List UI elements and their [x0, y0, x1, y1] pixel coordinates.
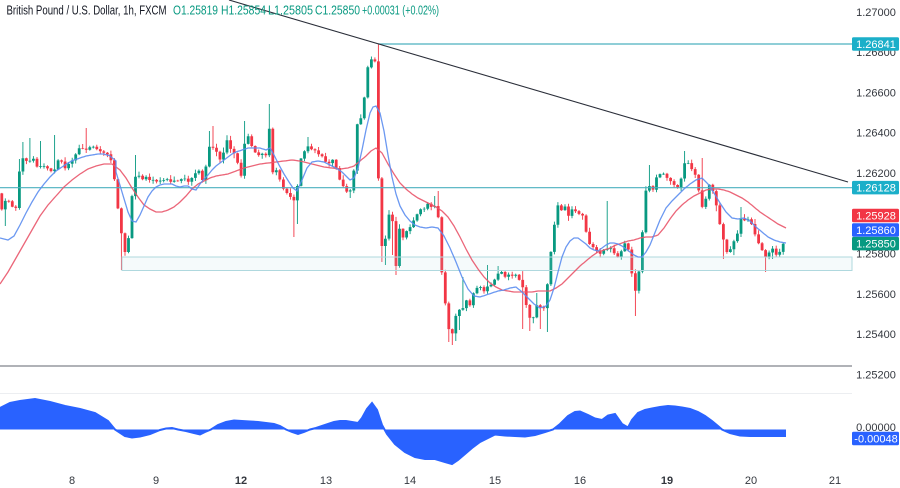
svg-text:1.26200: 1.26200 — [856, 168, 896, 180]
svg-text:1.25200: 1.25200 — [856, 370, 896, 382]
svg-text:1.26600: 1.26600 — [856, 87, 896, 99]
svg-text:1.26128: 1.26128 — [856, 183, 896, 195]
svg-text:14: 14 — [404, 475, 416, 487]
svg-text:+0.00031 (+0.02%): +0.00031 (+0.02%) — [362, 4, 439, 18]
svg-text:1.25800: 1.25800 — [856, 249, 896, 261]
svg-text:1.25400: 1.25400 — [856, 329, 896, 341]
svg-text:1.26841: 1.26841 — [856, 39, 896, 51]
svg-text:1.25860: 1.25860 — [856, 225, 896, 237]
svg-text:1.26400: 1.26400 — [856, 128, 896, 140]
svg-text:1.27000: 1.27000 — [856, 7, 896, 19]
svg-text:-0.00048: -0.00048 — [854, 433, 897, 445]
svg-text:L1.25805: L1.25805 — [268, 4, 313, 18]
svg-text:1.25850: 1.25850 — [856, 239, 896, 251]
svg-text:19: 19 — [661, 475, 673, 487]
svg-text:British Pound / U.S. Dollar, 1: British Pound / U.S. Dollar, 1h, FXCM — [7, 4, 167, 18]
svg-text:8: 8 — [69, 475, 75, 487]
svg-text:O1.25819: O1.25819 — [173, 4, 218, 18]
svg-text:21: 21 — [829, 475, 841, 487]
svg-text:15: 15 — [489, 475, 501, 487]
svg-text:20: 20 — [745, 475, 757, 487]
svg-text:1.25600: 1.25600 — [856, 289, 896, 301]
svg-text:1.25928: 1.25928 — [856, 210, 896, 222]
svg-text:13: 13 — [320, 475, 332, 487]
svg-text:16: 16 — [574, 475, 586, 487]
svg-text:C1.25850: C1.25850 — [315, 4, 360, 18]
svg-text:12: 12 — [235, 475, 247, 487]
svg-text:H1.25854: H1.25854 — [221, 4, 266, 18]
svg-text:9: 9 — [153, 475, 159, 487]
svg-text:0.00000: 0.00000 — [856, 422, 896, 434]
